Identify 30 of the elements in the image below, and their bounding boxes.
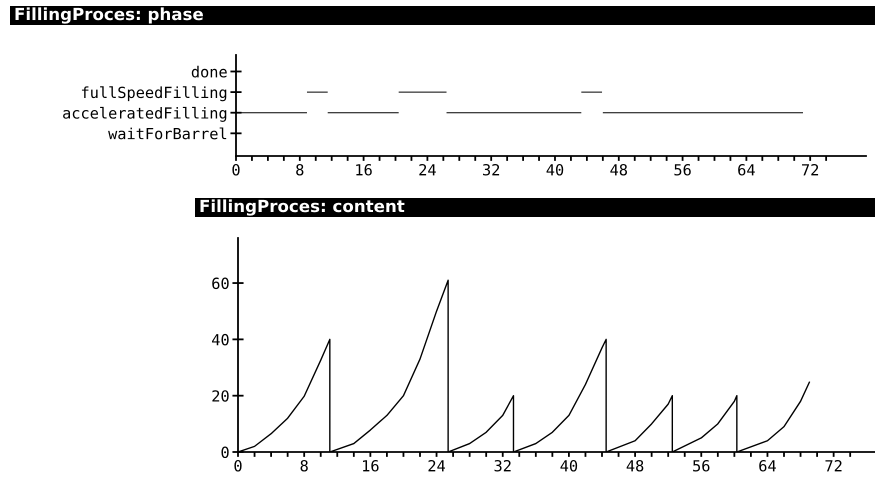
x-tick-label: 16 — [356, 164, 372, 176]
x-tick-label: 40 — [546, 164, 564, 176]
x-tick-label: 16 — [363, 460, 379, 472]
x-tick-label: 24 — [428, 460, 446, 472]
x-tick-label: 40 — [560, 460, 578, 472]
x-tick-label: 64 — [738, 164, 755, 176]
x-tick-label: 24 — [419, 164, 436, 176]
x-tick-label: 56 — [674, 164, 691, 176]
y-tick-label: fullSpeedFilling — [82, 86, 226, 102]
y-tick-label: waitForBarrel — [108, 127, 226, 140]
x-tick-label: 32 — [483, 164, 500, 176]
x-tick-label: 56 — [693, 460, 710, 472]
x-tick-label: 48 — [626, 460, 644, 472]
y-tick-label: 60 — [212, 278, 229, 290]
x-tick-label: 72 — [825, 460, 842, 472]
y-tick-label: 20 — [212, 390, 229, 402]
x-tick-label: 0 — [234, 460, 242, 472]
y-tick-label: 40 — [212, 334, 229, 346]
x-tick-label: 72 — [802, 164, 818, 176]
x-tick-label: 0 — [232, 164, 240, 176]
x-tick-label: 64 — [759, 460, 776, 472]
x-tick-label: 32 — [494, 460, 511, 472]
chart-title: FillingProces: content — [200, 199, 404, 216]
x-tick-label: 48 — [610, 164, 628, 176]
x-tick-label: 8 — [300, 460, 308, 472]
chart-title: FillingProces: phase — [16, 7, 203, 24]
y-tick-label: 0 — [221, 446, 229, 458]
y-tick-label: done — [192, 66, 227, 78]
y-tick-label: acceleratedFilling — [63, 106, 226, 122]
x-tick-label: 8 — [296, 164, 304, 176]
